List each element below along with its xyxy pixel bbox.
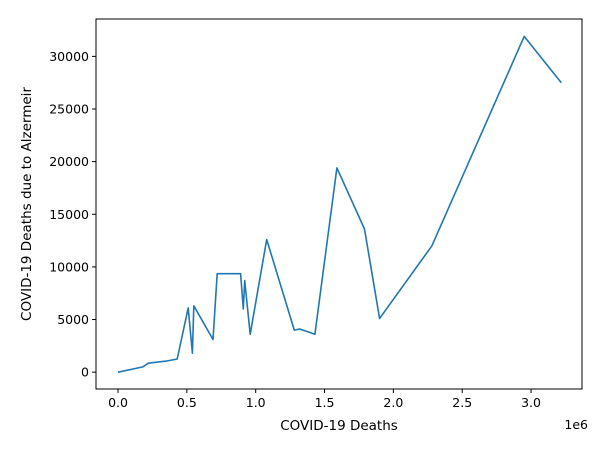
x-tick-label: 2.0: [383, 395, 403, 410]
y-axis-title: COVID-19 Deaths due to Alzermeir: [19, 87, 35, 321]
x-axis-offset-label: 1e6: [564, 417, 588, 432]
x-axis-ticks: 0.0 0.5 1.0 1.5 2.0 2.5 3.0: [108, 389, 541, 410]
y-axis-ticks: 0 5000 10000 15000 20000 25000 30000: [49, 49, 96, 380]
axes-frame: [95, 18, 583, 390]
y-tick-label: 30000: [49, 49, 89, 64]
x-tick-label: 1.0: [246, 395, 266, 410]
x-axis-title: COVID-19 Deaths: [280, 418, 398, 434]
series-line-0: [117, 35, 562, 373]
y-tick-label: 15000: [49, 207, 89, 222]
x-tick-label: 1.5: [315, 395, 335, 410]
y-tick-label: 20000: [49, 154, 89, 169]
y-tick-label: 0: [81, 365, 89, 380]
y-tick-label: 10000: [49, 259, 89, 274]
plot-area: [117, 35, 562, 373]
x-tick-label: 3.0: [521, 395, 541, 410]
x-tick-label: 0.0: [108, 395, 128, 410]
x-tick-label: 0.5: [177, 395, 197, 410]
y-tick-label: 5000: [57, 312, 89, 327]
y-tick-label: 25000: [49, 102, 89, 117]
x-tick-label: 2.5: [452, 395, 472, 410]
